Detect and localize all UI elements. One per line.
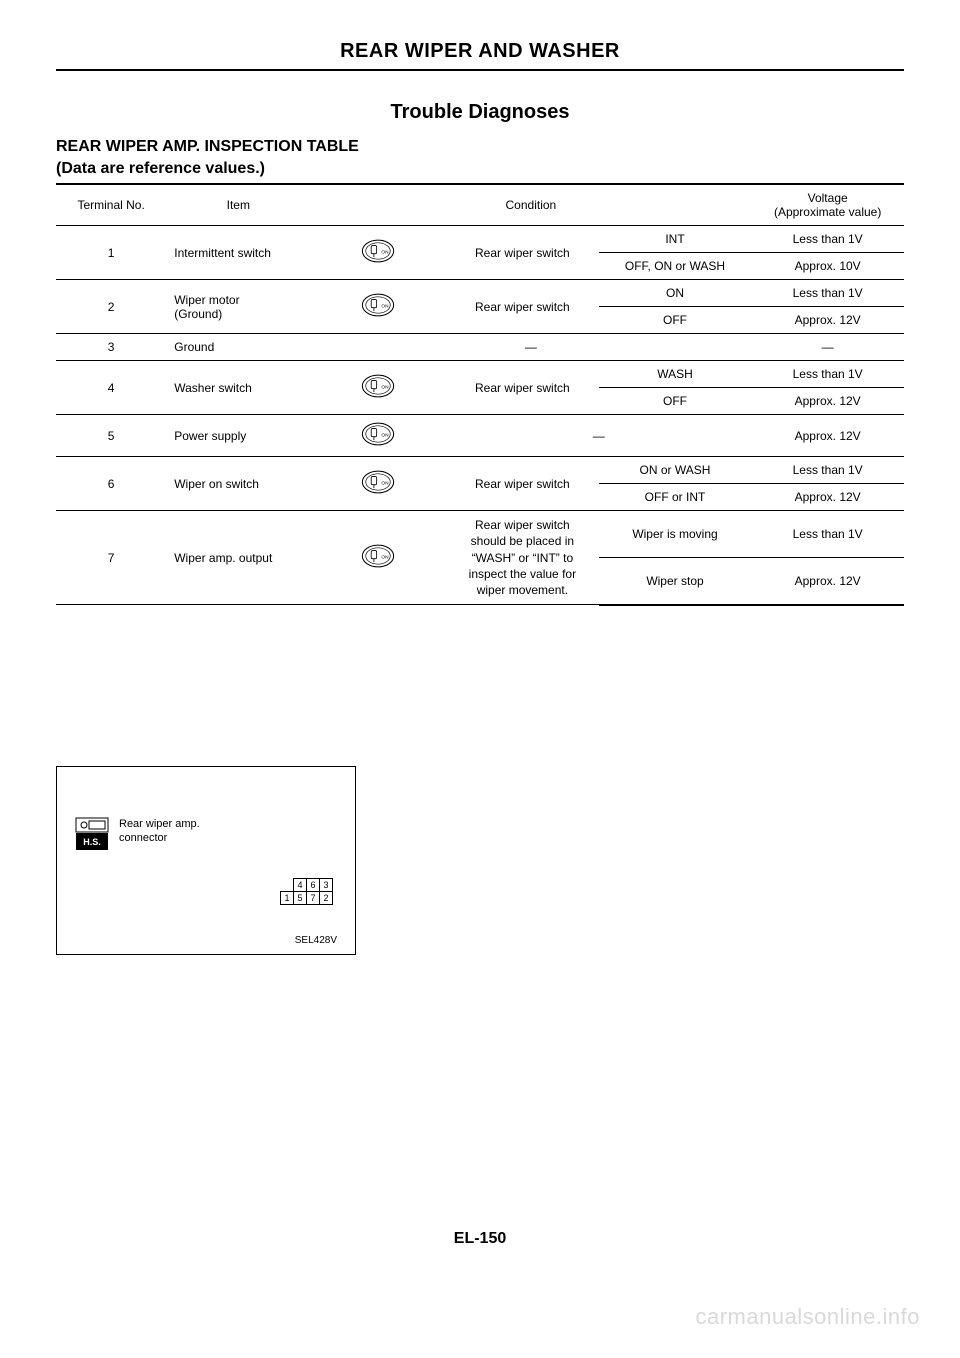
cond-7-l5: wiper movement. — [477, 583, 568, 597]
connector-figure: H.S. Rear wiper amp. connector 4 6 3 1 5… — [56, 766, 356, 955]
pin: 2 — [319, 891, 333, 905]
connector-label-l2: connector — [119, 832, 167, 844]
watermark: carmanualsonline.info — [695, 1304, 920, 1330]
cond-3: — — [310, 334, 751, 361]
volt-3: — — [751, 334, 904, 361]
volt-4b: Approx. 12V — [751, 388, 904, 415]
cond-7-l3: “WASH” or “INT” to — [472, 551, 574, 565]
table-row: 3 Ground — — — [56, 334, 904, 361]
volt-1a: Less than 1V — [751, 226, 904, 253]
table-row: 1 Intermittent switch ON Rear wiper swit… — [56, 226, 904, 253]
cond-7-l4: inspect the value for — [469, 567, 576, 581]
table-row: 7 Wiper amp. output ON Rear wiper switch… — [56, 511, 904, 558]
terminal-7: 7 — [56, 511, 166, 605]
table-row: 2 Wiper motor (Ground) ON Rear wiper swi… — [56, 280, 904, 307]
cond-7-l2: should be placed in — [471, 534, 574, 548]
state-1a: INT — [599, 226, 752, 253]
inspection-table-heading: REAR WIPER AMP. INSPECTION TABLE (Data a… — [56, 136, 904, 179]
state-4a: WASH — [599, 361, 752, 388]
cond-7-l1: Rear wiper switch — [475, 518, 570, 532]
ignition-on-icon: ON — [310, 415, 446, 457]
state-4b: OFF — [599, 388, 752, 415]
col-voltage-l2: (Approximate value) — [774, 205, 881, 219]
svg-text:ON: ON — [382, 385, 390, 391]
pin: 1 — [280, 891, 294, 905]
pin: 7 — [306, 891, 320, 905]
page-number: EL-150 — [0, 1230, 960, 1248]
col-item: Item — [166, 184, 310, 226]
terminal-4: 4 — [56, 361, 166, 415]
item-6: Wiper on switch — [166, 457, 310, 511]
item-5: Power supply — [166, 415, 310, 457]
ignition-on-icon: ON — [310, 457, 446, 511]
item-2-l2: (Ground) — [174, 307, 222, 321]
col-condition: Condition — [310, 184, 751, 226]
connector-label: Rear wiper amp. connector — [119, 817, 200, 846]
volt-2b: Approx. 12V — [751, 307, 904, 334]
table-row: 6 Wiper on switch ON Rear wiper switch O… — [56, 457, 904, 484]
volt-5: Approx. 12V — [751, 415, 904, 457]
connector-pin-table: 4 6 3 1 5 7 2 — [75, 878, 333, 905]
volt-4a: Less than 1V — [751, 361, 904, 388]
svg-text:ON: ON — [382, 481, 390, 487]
volt-6a: Less than 1V — [751, 457, 904, 484]
item-7: Wiper amp. output — [166, 511, 310, 605]
sub-line1: REAR WIPER AMP. INSPECTION TABLE — [56, 138, 359, 155]
cond-7: Rear wiper switch should be placed in “W… — [446, 511, 599, 605]
inspection-table: Terminal No. Item Condition Voltage (App… — [56, 183, 904, 605]
item-1: Intermittent switch — [166, 226, 310, 280]
pin: 6 — [306, 878, 320, 892]
svg-text:ON: ON — [382, 250, 390, 256]
state-6b: OFF or INT — [599, 484, 752, 511]
figure-code: SEL428V — [75, 935, 337, 946]
ignition-on-icon: ON — [310, 511, 446, 605]
hs-icon: H.S. — [75, 817, 109, 856]
state-2a: ON — [599, 280, 752, 307]
terminal-6: 6 — [56, 457, 166, 511]
volt-7a: Less than 1V — [751, 511, 904, 558]
item-4: Washer switch — [166, 361, 310, 415]
pin: 3 — [319, 878, 333, 892]
col-terminal: Terminal No. — [56, 184, 166, 226]
ignition-on-icon: ON — [310, 226, 446, 280]
volt-7b: Approx. 12V — [751, 557, 904, 604]
cond-5: — — [446, 415, 751, 457]
item-2: Wiper motor (Ground) — [166, 280, 310, 334]
volt-6b: Approx. 12V — [751, 484, 904, 511]
svg-text:H.S.: H.S. — [83, 837, 101, 847]
ignition-on-icon: ON — [310, 361, 446, 415]
col-voltage: Voltage (Approximate value) — [751, 184, 904, 226]
svg-text:ON: ON — [382, 304, 390, 310]
terminal-2: 2 — [56, 280, 166, 334]
terminal-1: 1 — [56, 226, 166, 280]
state-7b: Wiper stop — [599, 557, 752, 604]
cond-2: Rear wiper switch — [446, 280, 599, 334]
volt-2a: Less than 1V — [751, 280, 904, 307]
item-3: Ground — [166, 334, 310, 361]
table-row: 5 Power supply ON — Approx. 12V — [56, 415, 904, 457]
state-1b: OFF, ON or WASH — [599, 253, 752, 280]
sub-line2: (Data are reference values.) — [56, 160, 265, 177]
terminal-3: 3 — [56, 334, 166, 361]
volt-1b: Approx. 10V — [751, 253, 904, 280]
trouble-diagnoses-title: Trouble Diagnoses — [56, 101, 904, 124]
state-7a: Wiper is moving — [599, 511, 752, 558]
connector-label-l1: Rear wiper amp. — [119, 818, 200, 830]
svg-text:ON: ON — [382, 433, 390, 439]
pin: 5 — [293, 891, 307, 905]
ignition-on-icon: ON — [310, 280, 446, 334]
state-2b: OFF — [599, 307, 752, 334]
section-header: REAR WIPER AND WASHER — [56, 40, 904, 71]
cond-1: Rear wiper switch — [446, 226, 599, 280]
terminal-5: 5 — [56, 415, 166, 457]
cond-4: Rear wiper switch — [446, 361, 599, 415]
col-voltage-l1: Voltage — [808, 191, 848, 205]
cond-6: Rear wiper switch — [446, 457, 599, 511]
page: REAR WIPER AND WASHER Trouble Diagnoses … — [0, 0, 960, 1358]
pin: 4 — [293, 878, 307, 892]
table-row: 4 Washer switch ON Rear wiper switch WAS… — [56, 361, 904, 388]
item-2-l1: Wiper motor — [174, 293, 239, 307]
state-6a: ON or WASH — [599, 457, 752, 484]
svg-text:ON: ON — [382, 555, 390, 561]
